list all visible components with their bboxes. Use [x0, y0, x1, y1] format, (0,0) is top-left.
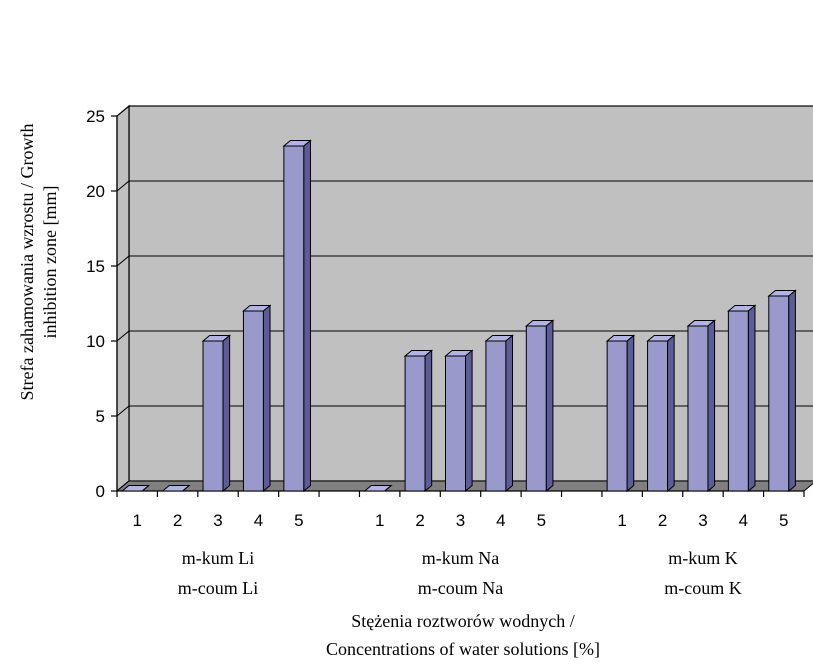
- bar-side: [667, 334, 675, 493]
- bar: [120, 485, 151, 492]
- x-tick-label: 4: [739, 511, 748, 530]
- bar-side: [545, 319, 554, 493]
- bar-side: [788, 289, 796, 493]
- group-label-line1: m-kum K: [668, 548, 738, 568]
- group-label-line2: m-coum Na: [418, 578, 503, 598]
- x-tick-label: 3: [213, 511, 222, 530]
- y-tick-label: 15: [86, 257, 105, 276]
- y-tick-label: 25: [86, 107, 105, 126]
- bar: [444, 349, 474, 493]
- bar-side: [747, 304, 756, 493]
- y-tick-label: 5: [96, 407, 105, 426]
- bar: [363, 485, 393, 492]
- x-tick-label: 1: [375, 511, 384, 530]
- x-tick-label: 2: [658, 511, 667, 530]
- group-label-line1: m-kum Li: [182, 548, 255, 568]
- group-label-line1: m-kum Na: [422, 548, 499, 568]
- bar-side: [505, 334, 514, 493]
- y-axis-label-line2: inhibition zone [mm]: [40, 186, 60, 339]
- bar-side: [626, 334, 635, 493]
- bar: [403, 349, 434, 493]
- bar-front: [525, 325, 547, 492]
- bar: [484, 334, 514, 493]
- bar-side: [262, 304, 271, 493]
- bar-side: [303, 139, 311, 493]
- y-tick-label: 10: [86, 332, 105, 351]
- side-wall: [116, 104, 130, 493]
- bar-side: [222, 334, 231, 493]
- bars: [120, 139, 797, 493]
- bar-side: [182, 485, 190, 492]
- bar-side: [707, 319, 716, 493]
- x-tick-label: 4: [254, 511, 263, 530]
- gridline: [116, 330, 813, 342]
- bar: [201, 334, 232, 493]
- bar-front: [606, 340, 628, 492]
- bar: [646, 334, 676, 493]
- bar-front: [727, 310, 749, 492]
- bar: [605, 334, 636, 493]
- y-axis-label-line1: Strefa zahamowania wzrostu / Growth: [17, 124, 37, 401]
- bar: [282, 139, 312, 493]
- x-tick-label: 1: [132, 511, 141, 530]
- bar: [242, 304, 272, 493]
- x-axis-label-line2: Concentrations of water solutions [%]: [326, 639, 600, 659]
- bar-front: [202, 340, 224, 492]
- bar: [767, 289, 797, 493]
- bar-front: [283, 145, 305, 492]
- x-tick-label: 2: [415, 511, 424, 530]
- bar-side: [384, 485, 392, 492]
- bar-front: [485, 340, 507, 492]
- bar: [686, 319, 716, 493]
- x-tick-label: 3: [698, 511, 707, 530]
- bar-front: [687, 325, 709, 492]
- x-axis-label-line1: Stężenia roztworów wodnych /: [351, 611, 574, 631]
- x-tick-label: 5: [779, 511, 788, 530]
- gridlines: [116, 180, 813, 417]
- bar-front: [647, 340, 669, 492]
- group-label-line2: m-coum Li: [178, 578, 258, 598]
- bar-front: [768, 295, 790, 492]
- x-tick-label: 5: [294, 511, 303, 530]
- x-tick-label: 2: [173, 511, 182, 530]
- bar-side: [465, 349, 473, 493]
- gridline: [116, 180, 813, 192]
- x-tick-label: 4: [496, 511, 505, 530]
- x-tick-label: 3: [456, 511, 465, 530]
- bar: [727, 304, 757, 493]
- group-label-line2: m-coum K: [664, 578, 741, 598]
- bar-side: [424, 349, 433, 493]
- gridline: [116, 405, 813, 417]
- bar-front: [445, 355, 466, 492]
- bar: [161, 485, 191, 492]
- y-tick-label: 20: [86, 182, 105, 201]
- bar-front: [242, 310, 264, 492]
- bar-front: [404, 355, 426, 492]
- x-tick-label: 1: [617, 511, 626, 530]
- gridline: [116, 255, 813, 267]
- bar-side: [141, 485, 150, 492]
- y-tick-label: 0: [96, 482, 105, 501]
- x-tick-label: 5: [537, 511, 546, 530]
- bar: [524, 319, 555, 493]
